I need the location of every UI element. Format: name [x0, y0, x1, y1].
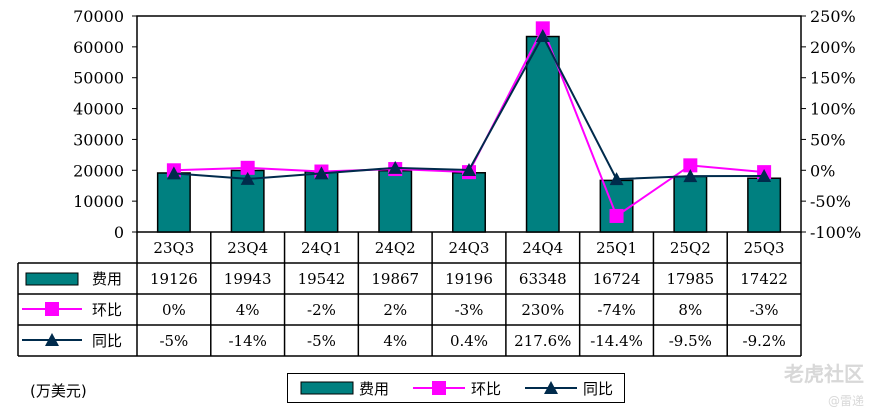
data-label: -2%	[307, 301, 336, 319]
y-tick-label: 70000	[73, 7, 124, 26]
bar	[525, 35, 560, 233]
y-tick-label: 20000	[73, 161, 124, 180]
bar	[452, 172, 486, 233]
y2-tick-label: 100%	[810, 100, 856, 119]
square-marker	[609, 208, 624, 223]
data-label: -3%	[750, 301, 779, 319]
square-marker	[683, 158, 698, 173]
legend: 费用 环比 同比	[287, 373, 625, 403]
y2-tick-label: -50%	[810, 192, 851, 211]
x-tick-label: 24Q3	[449, 239, 490, 257]
series-line-yoy	[173, 33, 765, 181]
y-tick-label: 60000	[73, 38, 124, 57]
data-label: -14.4%	[590, 332, 643, 350]
data-label: -14%	[228, 332, 266, 350]
watermark-brand: 老虎社区	[784, 362, 864, 386]
legend-label-qoq: 环比	[470, 379, 501, 398]
table-key-triangle-marker	[45, 333, 59, 346]
unit-note: (万美元)	[30, 382, 87, 400]
data-label: 19126	[150, 270, 198, 288]
triangle-marker	[683, 169, 698, 183]
bar	[673, 175, 708, 233]
data-label: 4%	[236, 301, 260, 319]
x-tick-label: 24Q2	[375, 239, 416, 257]
y-tick-label: 30000	[73, 130, 124, 149]
triangle-marker	[388, 160, 403, 174]
data-label: 19542	[298, 270, 346, 288]
legend-label-yoy: 同比	[582, 379, 613, 398]
triangle-marker	[240, 171, 255, 185]
y2-tick-label: -100%	[810, 223, 861, 242]
bar	[378, 169, 413, 233]
legend-square-marker-icon	[412, 381, 465, 395]
x-tick-label: 25Q1	[596, 239, 637, 257]
legend-item-qoq: 环比	[411, 378, 501, 399]
table-key-square-marker	[45, 302, 59, 316]
data-label: 0.4%	[450, 332, 488, 350]
triangle-marker	[757, 168, 772, 182]
legend-label-expense: 费用	[358, 379, 389, 398]
bar	[747, 177, 782, 233]
y-tick-label: 40000	[73, 100, 124, 119]
data-label: 17422	[740, 270, 788, 288]
data-label: 19196	[445, 270, 493, 288]
table-key-label: 环比	[92, 301, 122, 319]
data-label: 2%	[383, 301, 407, 319]
bar	[156, 172, 191, 233]
data-label: -9.2%	[743, 332, 786, 350]
square-marker	[240, 160, 255, 175]
x-tick-label: 24Q1	[301, 239, 342, 257]
x-tick-label: 23Q4	[227, 239, 268, 257]
y2-tick-label: 0%	[810, 161, 835, 180]
data-label: 19943	[224, 270, 272, 288]
data-label: -3%	[455, 301, 484, 319]
x-tick-label: 25Q2	[670, 239, 711, 257]
y-tick-label: 50000	[73, 69, 124, 88]
legend-bar-swatch	[300, 381, 354, 395]
data-label: 4%	[383, 332, 407, 350]
triangle-marker	[609, 172, 624, 186]
x-tick-label: 24Q4	[522, 239, 563, 257]
data-label: 17985	[666, 270, 714, 288]
data-label: 19867	[371, 270, 419, 288]
table-key-bar-swatch	[25, 272, 79, 286]
y-tick-label: 10000	[73, 192, 124, 211]
data-label: 8%	[678, 301, 702, 319]
triangle-marker	[314, 166, 329, 180]
y2-tick-label: 150%	[810, 69, 856, 88]
legend-item-expense: 费用	[299, 378, 389, 399]
data-label: 230%	[521, 301, 564, 319]
triangle-marker	[535, 28, 550, 42]
data-label: -74%	[597, 301, 635, 319]
data-label: 0%	[162, 301, 186, 319]
table-key-label: 同比	[92, 332, 122, 350]
triangle-marker	[462, 163, 476, 177]
data-label: 16724	[593, 270, 641, 288]
x-tick-label: 25Q3	[744, 239, 785, 257]
legend-triangle-marker-icon	[524, 381, 577, 394]
x-tick-label: 23Q3	[153, 239, 194, 257]
data-label: -5%	[307, 332, 336, 350]
data-label: -9.5%	[669, 332, 712, 350]
y2-tick-label: 200%	[810, 38, 856, 57]
bar	[304, 170, 339, 233]
y-tick-label: 0	[114, 223, 124, 242]
watermark-user: @雷递	[827, 394, 864, 408]
data-label: 63348	[519, 270, 567, 288]
y2-tick-label: 50%	[810, 130, 846, 149]
legend-item-yoy: 同比	[523, 378, 613, 399]
square-marker	[535, 21, 550, 36]
table-key-label: 费用	[92, 270, 122, 288]
y2-tick-label: 250%	[810, 7, 856, 26]
data-label: 217.6%	[514, 332, 571, 350]
data-label: -5%	[159, 332, 188, 350]
triangle-marker	[166, 166, 181, 180]
